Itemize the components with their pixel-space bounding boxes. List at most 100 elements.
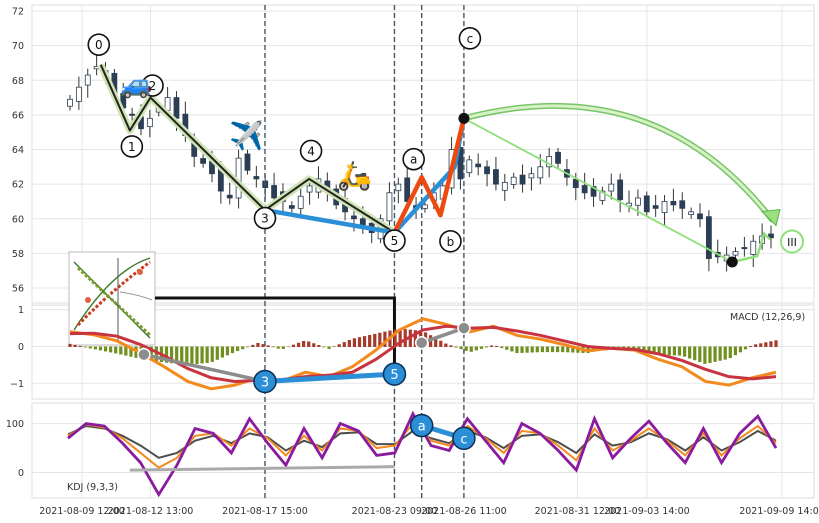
macd-label: MACD (12,26,9)	[730, 312, 805, 323]
macd-histogram-bar	[103, 346, 108, 352]
candle-body	[581, 185, 588, 194]
price-y-tick-label: 60	[12, 214, 24, 225]
macd-histogram-bar	[769, 341, 773, 347]
macd-histogram-bar	[672, 346, 677, 356]
candle-body	[404, 177, 411, 202]
candle-body	[200, 158, 207, 164]
candle-body	[288, 205, 295, 209]
wave-label-circle	[253, 206, 277, 230]
scooter-icon: 🛵	[337, 159, 372, 192]
macd-histogram-bar	[611, 346, 616, 348]
macd-signal-line	[69, 324, 777, 383]
candle-body	[75, 86, 82, 102]
wave-label-circle	[383, 229, 406, 252]
macd-histogram-bar	[688, 346, 692, 359]
macd-histogram-bar	[464, 346, 468, 351]
candle-body	[643, 195, 650, 213]
macd-histogram-bar	[220, 346, 224, 358]
macd-histogram-bar	[474, 346, 478, 351]
macd-histogram-bar	[510, 346, 514, 352]
macd-histogram-bar	[627, 346, 631, 348]
wave-label-circle	[458, 27, 482, 50]
kdj-gray-baseline	[129, 465, 395, 472]
macd-histogram-bar	[114, 346, 118, 354]
candle-body	[422, 204, 428, 209]
candle-body	[386, 192, 393, 222]
macd-histogram-bar	[723, 346, 727, 360]
candle-body	[528, 173, 535, 179]
macd-histogram-bar	[561, 346, 565, 353]
car-icon: 🚙	[120, 70, 152, 100]
macd-blue-wave-line	[264, 371, 395, 384]
wave-label-text: 0	[95, 38, 103, 52]
macd-wave-badge-text: 3	[261, 375, 269, 390]
macd-histogram-bar	[241, 346, 245, 350]
x-tick-label: 2021-08-12 13:00	[108, 506, 194, 517]
candle-body	[67, 98, 73, 107]
impulse-wave-line	[99, 64, 395, 234]
macd-histogram-bar	[728, 346, 732, 359]
macd-histogram-bar	[276, 346, 280, 349]
macd-histogram-bar	[215, 346, 219, 360]
candle-body	[510, 176, 517, 185]
macd-histogram-bar	[652, 346, 656, 354]
x-tick-label: 2021-08-31 12:00	[535, 506, 621, 517]
candle-body	[705, 216, 712, 259]
kdj-wave-badges: ac	[409, 413, 476, 451]
projection-line	[463, 117, 733, 263]
price-y-tick-label: 68	[12, 76, 24, 87]
macd-histogram-bar	[703, 346, 707, 364]
x-tick-label: 2021-08-09 12:00	[39, 506, 125, 517]
macd-histogram-bar	[713, 346, 717, 362]
macd-histogram-bar	[347, 340, 351, 347]
kdj-wave-badge-text: c	[460, 432, 467, 447]
price-y-tick-label: 70	[12, 41, 24, 52]
price-y-tick-label: 56	[12, 284, 24, 295]
macd-histogram-bar	[317, 345, 321, 347]
kdj-wave-badge	[409, 413, 434, 438]
candle-body	[129, 113, 136, 116]
macd-wave-badge-text: 5	[390, 368, 398, 383]
macd-histogram-bar	[444, 343, 448, 347]
macd-y-tick-labels: 1 0 −1	[10, 305, 24, 390]
macd-histogram-bar	[550, 346, 555, 353]
wave-label-circle	[299, 139, 323, 163]
candle-body	[546, 156, 553, 168]
macd-histogram-bar	[749, 345, 753, 347]
macd-histogram-bar	[291, 344, 296, 347]
macd-line	[69, 317, 777, 391]
wave-label-text: 2	[149, 79, 157, 93]
macd-histogram-bar	[449, 345, 453, 347]
macd-histogram-bar	[307, 341, 311, 347]
candle-body	[475, 163, 482, 168]
candle-body	[84, 74, 91, 86]
macd-histogram-bar	[281, 346, 285, 349]
macd-histogram-bar	[434, 337, 438, 347]
macd-histogram-bar	[322, 346, 326, 348]
wave-label-text: a	[410, 153, 417, 167]
macd-histogram-bar	[337, 344, 341, 347]
kdj-label: KDJ (9,3,3)	[67, 482, 118, 493]
candle-body	[555, 151, 561, 164]
macd-histogram-bar	[200, 346, 204, 364]
macd-histogram-bar	[236, 346, 240, 352]
macd-histogram-bar	[266, 345, 270, 347]
macd-wave-badge	[253, 369, 277, 394]
wave-label-circle	[439, 229, 462, 253]
airplane-icon: ✈️	[229, 118, 264, 152]
macd-histogram-bar	[175, 346, 179, 364]
wave-label-circle	[402, 147, 425, 171]
kdj-wave-badge	[452, 426, 476, 451]
macd-histogram-bar	[195, 346, 199, 364]
macd-wave-badge	[382, 362, 407, 386]
macd-histogram-bar	[190, 346, 194, 365]
kdj-panel-frame	[31, 402, 815, 499]
candle-body	[253, 176, 260, 180]
x-tick-label: 2021-08-26 11:00	[421, 506, 507, 517]
macd-histogram-bar	[489, 345, 494, 347]
macd-histogram-bar	[413, 330, 417, 347]
candle-body	[306, 185, 313, 193]
macd-histogram-bar	[708, 346, 712, 363]
macd-histogram-bar	[520, 346, 524, 353]
